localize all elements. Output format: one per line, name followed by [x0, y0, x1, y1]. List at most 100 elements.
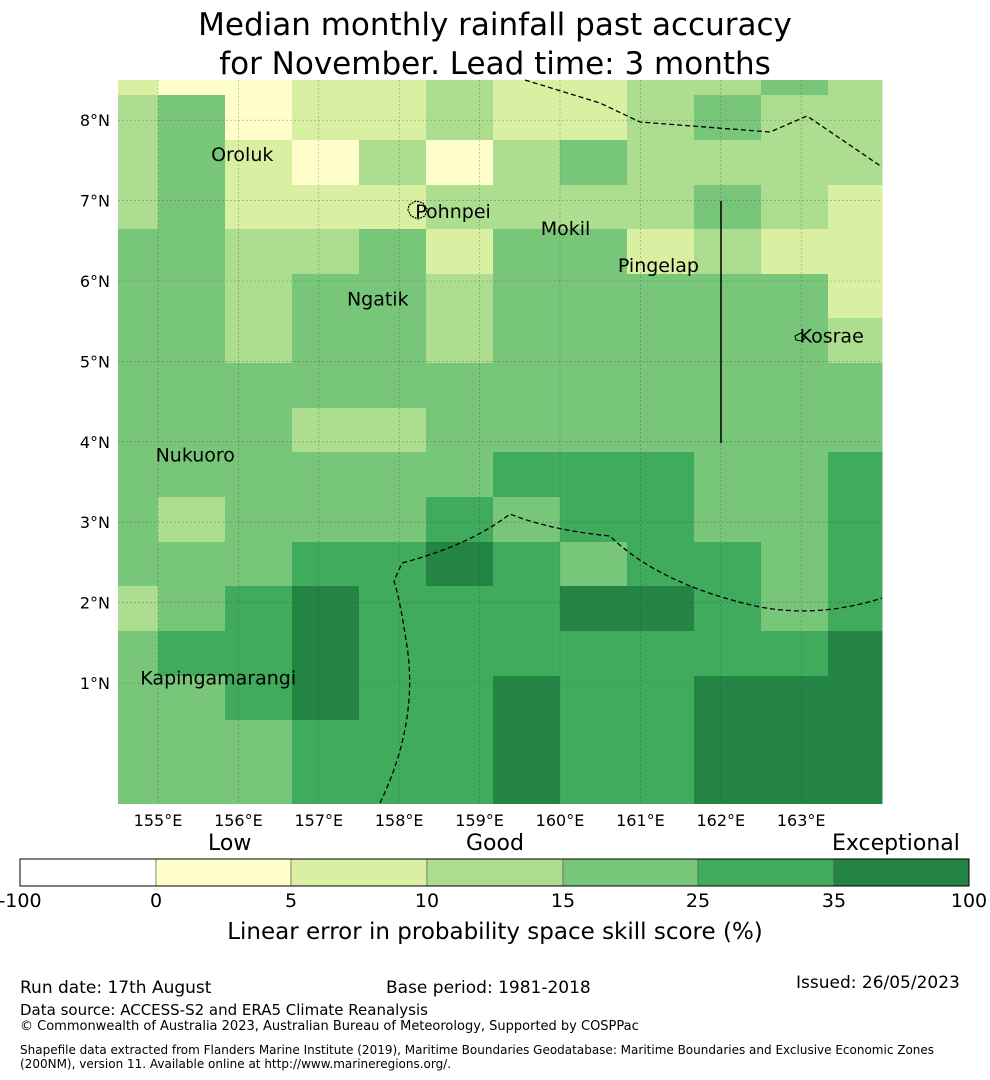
- grid-cell: [761, 408, 829, 453]
- grid-cell: [828, 452, 883, 498]
- grid-cell: [292, 631, 360, 677]
- grid-cell: [225, 586, 293, 632]
- title-line-1: Median monthly rainfall past accuracy: [198, 7, 792, 43]
- grid-cell: [560, 497, 628, 543]
- grid-cell: [118, 140, 159, 186]
- grid-cell: [292, 452, 360, 498]
- kosrae-island-icon: [794, 332, 807, 342]
- grid-cell: [694, 185, 762, 230]
- grid-cell: [426, 542, 494, 587]
- grid-cell: [828, 185, 883, 230]
- grid-cell: [359, 185, 427, 230]
- grid-cell: [627, 229, 695, 275]
- grid-cell: [493, 140, 561, 186]
- skill-grid: [118, 80, 883, 804]
- grid-cell: [560, 318, 628, 364]
- grid-cell: [225, 140, 293, 186]
- grid-cell: [560, 586, 628, 632]
- colorbar-swatch: [426, 858, 564, 887]
- grid-cell: [694, 452, 762, 498]
- longitude-tick-label: 155°E: [134, 811, 183, 830]
- grid-cell: [158, 497, 226, 543]
- grid-cell: [359, 452, 427, 498]
- grid-cell: [694, 95, 762, 141]
- grid-cell: [158, 140, 226, 186]
- grid-cell: [158, 229, 226, 275]
- grid-cell: [761, 274, 829, 319]
- grid-cell: [560, 229, 628, 275]
- grid-cell: [694, 274, 762, 319]
- grid-cell: [426, 676, 494, 721]
- grid-cell: [493, 274, 561, 319]
- grid-cell: [828, 631, 883, 677]
- grid-cell: [359, 408, 427, 453]
- grid-cell: [560, 363, 628, 409]
- longitude-tick-label: 157°E: [294, 811, 343, 830]
- grid-cell: [493, 185, 561, 230]
- grid-cell: [292, 542, 360, 587]
- grid-cell: [694, 676, 762, 721]
- grid-cell: [426, 229, 494, 275]
- grid-cell: [359, 274, 427, 319]
- copyright: © Commonwealth of Australia 2023, Austra…: [20, 1019, 639, 1034]
- longitude-tick-label: 156°E: [214, 811, 263, 830]
- eez-boundaries: [379, 79, 883, 804]
- grid-cell: [627, 318, 695, 364]
- grid-cell: [493, 318, 561, 364]
- grid-cell: [292, 80, 360, 96]
- grid-cell: [426, 185, 494, 230]
- grid-cell: [426, 80, 494, 96]
- grid-cell: [225, 720, 293, 766]
- grid-cell: [225, 765, 293, 804]
- grid-cell: [292, 318, 360, 364]
- place-labels: Oroluk Pohnpei Mokil Pingelap Ngatik Kosrae Nu…: [140, 144, 863, 689]
- grid-cell: [292, 140, 360, 186]
- grid-cell: [158, 274, 226, 319]
- grid-cell: [560, 140, 628, 186]
- grid-cell: [359, 497, 427, 543]
- grid-cell: [627, 765, 695, 804]
- colorbar-swatch: [697, 858, 835, 887]
- grid-cell: [359, 80, 427, 96]
- grid-cell: [560, 408, 628, 453]
- grid-cell: [225, 676, 293, 721]
- grid-cell: [627, 452, 695, 498]
- grid-cell: [292, 95, 360, 141]
- grid-cell: [158, 586, 226, 632]
- grid-cell: [493, 408, 561, 453]
- run-date: Run date: 17th August: [20, 978, 212, 998]
- grid-cell: [118, 185, 159, 230]
- grid-cell: [426, 586, 494, 632]
- latitude-tick-label: 8°N: [80, 111, 110, 130]
- grid-cell: [493, 363, 561, 409]
- grid-cell: [493, 765, 561, 804]
- grid-cell: [359, 318, 427, 364]
- grid-cell: [560, 765, 628, 804]
- grid-cell: [158, 408, 226, 453]
- grid-cell: [359, 676, 427, 721]
- grid-cell: [292, 185, 360, 230]
- grid-cell: [225, 318, 293, 364]
- colorbar-tick: 0: [149, 890, 163, 912]
- colorbar-category-low: Low: [208, 831, 252, 856]
- grid-cell: [560, 542, 628, 587]
- grid-cell: [828, 765, 883, 804]
- grid-cell: [828, 80, 883, 96]
- colorbar-category-good: Good: [466, 831, 524, 856]
- grid-cell: [158, 80, 226, 96]
- grid-cell: [493, 229, 561, 275]
- grid-cell: [828, 720, 883, 766]
- colorbar-label: Linear error in probability space skill …: [227, 919, 763, 945]
- grid-cell: [158, 676, 226, 721]
- grid-cell: [426, 140, 494, 186]
- grid-cell: [694, 631, 762, 677]
- place-label-ngatik: Ngatik: [347, 289, 409, 311]
- colorbar-tick: 35: [821, 890, 847, 912]
- grid-cell: [118, 229, 159, 275]
- longitude-tick-label: 161°E: [616, 811, 665, 830]
- grid-cell: [560, 95, 628, 141]
- grid-cell: [694, 765, 762, 804]
- grid-cell: [493, 676, 561, 721]
- grid-cell: [118, 95, 159, 141]
